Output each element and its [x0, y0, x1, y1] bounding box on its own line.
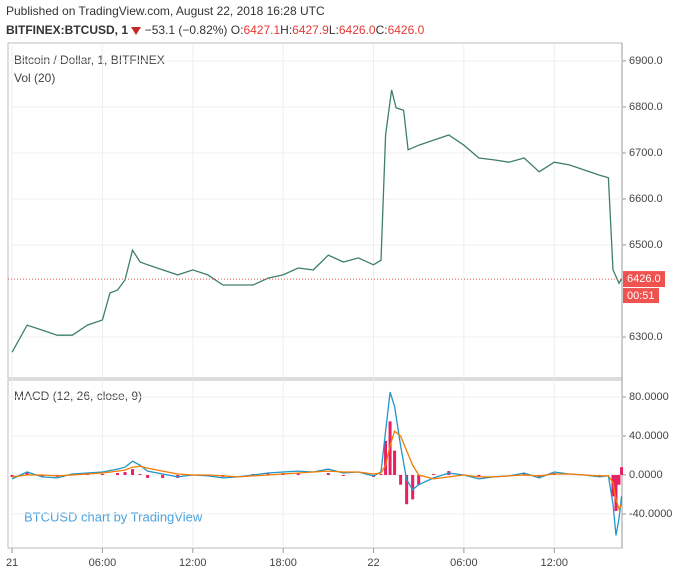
- countdown: 00:51: [627, 290, 655, 302]
- ohlc-key: H:: [280, 23, 293, 37]
- histogram-bar: [432, 473, 436, 475]
- ohlc-value: 6426.0: [387, 23, 425, 37]
- ohlc-value: 6427.9: [292, 23, 329, 37]
- series-line: [12, 429, 623, 511]
- x-tick-label: 06:00: [89, 557, 117, 569]
- histogram-bar: [477, 474, 481, 477]
- histogram-bar: [161, 474, 165, 478]
- x-tick-label: 06:00: [450, 557, 478, 569]
- quote-line: BITFINEX:BTCUSD, 1 −53.1 (−0.82%) O:6427…: [6, 21, 424, 40]
- y-tick-label: 6500.0: [629, 239, 663, 251]
- y-tick-label: -40.0000: [629, 508, 672, 520]
- series-line: [11, 89, 623, 353]
- histogram-bar: [411, 474, 415, 500]
- histogram-bar: [620, 467, 624, 475]
- histogram-bar: [100, 473, 104, 475]
- last-price-tag: [623, 271, 665, 288]
- histogram-bar: [617, 474, 621, 485]
- histogram-bar: [614, 474, 618, 512]
- histogram-bar: [25, 472, 29, 475]
- histogram-bar: [326, 473, 330, 475]
- y-tick-label: 40.0000: [629, 430, 669, 442]
- histogram-bar: [522, 473, 526, 475]
- histogram-bar: [123, 472, 127, 475]
- x-tick-label: 12:00: [540, 557, 568, 569]
- countdown-tag: [623, 288, 659, 304]
- histogram-bar: [10, 474, 14, 477]
- histogram-bar: [405, 474, 409, 505]
- histogram-bar: [138, 473, 142, 475]
- price-pane: [7, 42, 623, 379]
- ohlc-value: 6427.1: [243, 23, 281, 37]
- down-arrow: [131, 27, 142, 36]
- histogram-bar: [417, 474, 421, 485]
- ohlc-key: O:: [230, 23, 244, 37]
- histogram-bar: [296, 473, 300, 475]
- histogram-bar: [379, 473, 383, 475]
- y-tick-label: 6300.0: [629, 331, 663, 343]
- x-tick-label: 12:00: [179, 557, 207, 569]
- x-tick-label: 22: [367, 557, 379, 569]
- histogram-bar: [399, 474, 403, 485]
- y-tick-label: 6700.0: [629, 147, 663, 159]
- symbol: BITFINEX:BTCUSD, 1: [6, 23, 129, 37]
- ohlc: O:6427.1H:6427.9L:6426.0C:6426.0: [231, 23, 425, 37]
- histogram-bar: [384, 440, 388, 475]
- y-tick-label: 80.0000: [629, 391, 669, 403]
- watermark: BTCUSD chart by TradingView: [24, 509, 203, 524]
- histogram-bar: [131, 469, 135, 475]
- change: −53.1 (−0.82%): [144, 23, 228, 37]
- histogram-bar: [146, 474, 150, 478]
- x-tick-label: 18:00: [269, 557, 297, 569]
- y-tick-label: 0.0000: [629, 469, 663, 481]
- macd-title: MACD (12, 26, close, 9): [14, 389, 142, 403]
- price-title: Bitcoin / Dollar, 1, BITFINEX: [14, 53, 165, 67]
- histogram-bar: [40, 474, 44, 477]
- y-tick-label: 6900.0: [629, 55, 663, 67]
- histogram-bar: [393, 450, 397, 475]
- y-tick-label: 6600.0: [629, 193, 663, 205]
- published: Published on TradingView.com, August 22,…: [6, 4, 325, 18]
- ohlc-key: C:: [375, 23, 388, 37]
- ohlc-value: 6426.0: [338, 23, 376, 37]
- volume-label: Vol (20): [14, 71, 55, 85]
- histogram-bar: [341, 474, 345, 476]
- header: Published on TradingView.com, August 22,…: [6, 2, 424, 40]
- x-tick-label: 21: [6, 557, 18, 569]
- last-price-label: 6426.0: [627, 273, 661, 285]
- ohlc-key: L:: [328, 23, 339, 37]
- histogram-bar: [266, 473, 270, 475]
- y-tick-label: 6800.0: [629, 101, 663, 113]
- histogram-bar: [115, 473, 119, 475]
